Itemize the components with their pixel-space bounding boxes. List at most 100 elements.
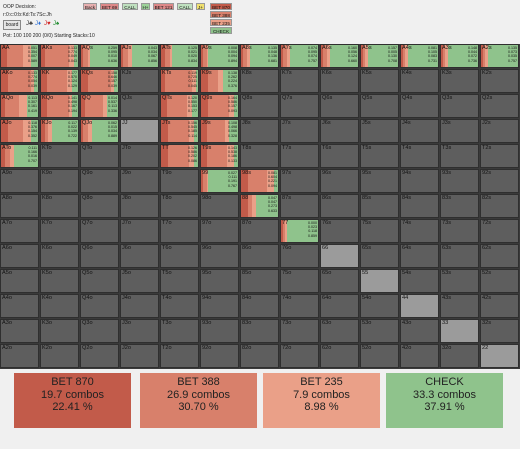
hand-cell-A2o[interactable]: A2o <box>0 344 39 368</box>
hand-cell-95o[interactable]: 95o <box>200 269 239 293</box>
hand-cell-Q2o[interactable]: Q2o <box>80 344 119 368</box>
hand-cell-92s[interactable]: 92s <box>480 169 519 193</box>
hand-cell-KJo[interactable]: 0.117 0.022 0.139 0.722 KJo <box>40 119 79 143</box>
hand-cell-J3o[interactable]: J3o <box>120 319 159 343</box>
hand-cell-J6s[interactable]: J6s <box>320 119 359 143</box>
hand-cell-K7o[interactable]: K7o <box>40 219 79 243</box>
hand-cell-Q9s[interactable]: 0.164 0.586 0.157 0.093 Q9s <box>200 94 239 118</box>
hand-cell-K3o[interactable]: K3o <box>40 319 79 343</box>
hand-cell-52s[interactable]: 52s <box>480 269 519 293</box>
hand-cell-72o[interactable]: 72o <box>280 344 319 368</box>
hand-cell-98o[interactable]: 98o <box>200 194 239 218</box>
hand-cell-T4s[interactable]: T4s <box>400 144 439 168</box>
hand-cell-J4o[interactable]: J4o <box>120 294 159 318</box>
hand-cell-T6s[interactable]: T6s <box>320 144 359 168</box>
hand-cell-KJs[interactable]: KJs <box>120 69 159 93</box>
hand-cell-86s[interactable]: 86s <box>320 194 359 218</box>
hand-cell-KQo[interactable]: 0.141 0.498 0.167 0.194 KQo <box>40 94 79 118</box>
hand-cell-K4s[interactable]: K4s <box>400 69 439 93</box>
hand-cell-AKo[interactable]: 0.133 0.774 0.054 0.039 AKo <box>0 69 39 93</box>
jplus-button[interactable]: J+ <box>196 3 205 10</box>
hand-cell-73o[interactable]: 73o <box>280 319 319 343</box>
summary-bet-235[interactable]: BET 235 7.9 combos 8.98 % <box>263 373 380 428</box>
hand-cell-A2s[interactable]: 0.135 0.073 0.035 0.757 A2s <box>480 44 519 68</box>
hand-cell-65o[interactable]: 65o <box>320 269 359 293</box>
hand-cell-33[interactable]: 33 <box>440 319 479 343</box>
hand-cell-Q5s[interactable]: Q5s <box>360 94 399 118</box>
hand-cell-43s[interactable]: 43s <box>440 294 479 318</box>
hand-cell-T2s[interactable]: T2s <box>480 144 519 168</box>
hand-cell-K6o[interactable]: K6o <box>40 244 79 268</box>
hand-cell-64s[interactable]: 64s <box>400 244 439 268</box>
hand-cell-A7o[interactable]: A7o <box>0 219 39 243</box>
board-button[interactable]: board <box>3 20 21 30</box>
hand-cell-82o[interactable]: 82o <box>240 344 279 368</box>
hand-cell-85s[interactable]: 85s <box>360 194 399 218</box>
call-button-2[interactable]: CALL <box>177 3 193 10</box>
hand-cell-A3o[interactable]: A3o <box>0 319 39 343</box>
hand-cell-99[interactable]: 0.027 0.111 0.191 0.767 99 <box>200 169 239 193</box>
hand-cell-QQ[interactable]: 0.014 0.537 0.113 0.336 QQ <box>80 94 119 118</box>
hand-cell-A8o[interactable]: A8o <box>0 194 39 218</box>
hand-cell-84o[interactable]: 84o <box>240 294 279 318</box>
hand-cell-AQo[interactable]: 0.113 0.307 0.161 0.419 AQo <box>0 94 39 118</box>
hand-cell-AJo[interactable]: 0.118 0.376 0.154 0.352 AJo <box>0 119 39 143</box>
hand-cell-T7s[interactable]: T7s <box>280 144 319 168</box>
hand-cell-K5s[interactable]: K5s <box>360 69 399 93</box>
hand-cell-92o[interactable]: 92o <box>200 344 239 368</box>
hand-cell-53o[interactable]: 53o <box>360 319 399 343</box>
hand-cell-76s[interactable]: 76s <box>320 219 359 243</box>
hand-cell-QJs[interactable]: QJs <box>120 94 159 118</box>
summary-bet-388[interactable]: BET 388 26.9 combos 30.70 % <box>140 373 257 428</box>
hand-cell-54s[interactable]: 54s <box>400 269 439 293</box>
hand-cell-A8s[interactable]: 0.135 0.048 0.136 0.681 A8s <box>240 44 279 68</box>
hand-cell-K3s[interactable]: K3s <box>440 69 479 93</box>
hand-cell-85o[interactable]: 85o <box>240 269 279 293</box>
hand-cell-J8o[interactable]: J8o <box>120 194 159 218</box>
hand-cell-52o[interactable]: 52o <box>360 344 399 368</box>
hand-cell-42o[interactable]: 42o <box>400 344 439 368</box>
hand-cell-J9o[interactable]: J9o <box>120 169 159 193</box>
hand-cell-A4s[interactable]: 0.081 0.105 0.083 0.731 A4s <box>400 44 439 68</box>
hand-cell-T9s[interactable]: 0.143 0.538 0.186 0.133 T9s <box>200 144 239 168</box>
hand-cell-T4o[interactable]: T4o <box>160 294 199 318</box>
hand-cell-Q7s[interactable]: Q7s <box>280 94 319 118</box>
hand-cell-A9o[interactable]: A9o <box>0 169 39 193</box>
hand-cell-44[interactable]: 44 <box>400 294 439 318</box>
hand-cell-84s[interactable]: 84s <box>400 194 439 218</box>
hand-cell-Q8o[interactable]: Q8o <box>80 194 119 218</box>
hand-cell-J6o[interactable]: J6o <box>120 244 159 268</box>
check-button[interactable]: CHECK <box>210 27 232 34</box>
hand-cell-95s[interactable]: 95s <box>360 169 399 193</box>
hand-cell-JTo[interactable]: JTo <box>120 144 159 168</box>
hand-cell-63o[interactable]: 63o <box>320 319 359 343</box>
hand-cell-T8s[interactable]: T8s <box>240 144 279 168</box>
hand-cell-A6o[interactable]: A6o <box>0 244 39 268</box>
summary-bet-870[interactable]: BET 870 19.7 combos 22.41 % <box>14 373 131 428</box>
hand-cell-83o[interactable]: 83o <box>240 319 279 343</box>
hand-cell-77[interactable]: 0.000 0.023 0.118 0.859 77 <box>280 219 319 243</box>
hand-cell-88[interactable]: 0.047 0.047 0.273 0.633 88 <box>240 194 279 218</box>
hand-cell-72s[interactable]: 72s <box>480 219 519 243</box>
back-button[interactable]: Back <box>83 3 97 10</box>
spade-suit-icon[interactable]: J♠ <box>53 21 60 27</box>
hand-cell-83s[interactable]: 83s <box>440 194 479 218</box>
hand-cell-T5o[interactable]: T5o <box>160 269 199 293</box>
bet-235-button[interactable]: BET 235 <box>210 19 232 26</box>
hand-cell-A6s[interactable]: 0.160 0.056 0.124 0.660 A6s <box>320 44 359 68</box>
hand-cell-42s[interactable]: 42s <box>480 294 519 318</box>
hand-cell-ATo[interactable]: 0.111 0.166 0.016 0.707 ATo <box>0 144 39 168</box>
hand-cell-Q4o[interactable]: Q4o <box>80 294 119 318</box>
hand-cell-Q7o[interactable]: Q7o <box>80 219 119 243</box>
hand-cell-73s[interactable]: 73s <box>440 219 479 243</box>
hand-cell-T8o[interactable]: T8o <box>160 194 199 218</box>
hand-cell-J4s[interactable]: J4s <box>400 119 439 143</box>
hand-cell-T3s[interactable]: T3s <box>440 144 479 168</box>
hand-cell-32o[interactable]: 32o <box>440 344 479 368</box>
hand-cell-96o[interactable]: 96o <box>200 244 239 268</box>
hand-cell-AQs[interactable]: 0.259 0.095 0.010 0.636 AQs <box>80 44 119 68</box>
hand-cell-97s[interactable]: 97s <box>280 169 319 193</box>
hand-cell-97o[interactable]: 97o <box>200 219 239 243</box>
hand-cell-76o[interactable]: 76o <box>280 244 319 268</box>
hand-cell-22[interactable]: 22 <box>480 344 519 368</box>
